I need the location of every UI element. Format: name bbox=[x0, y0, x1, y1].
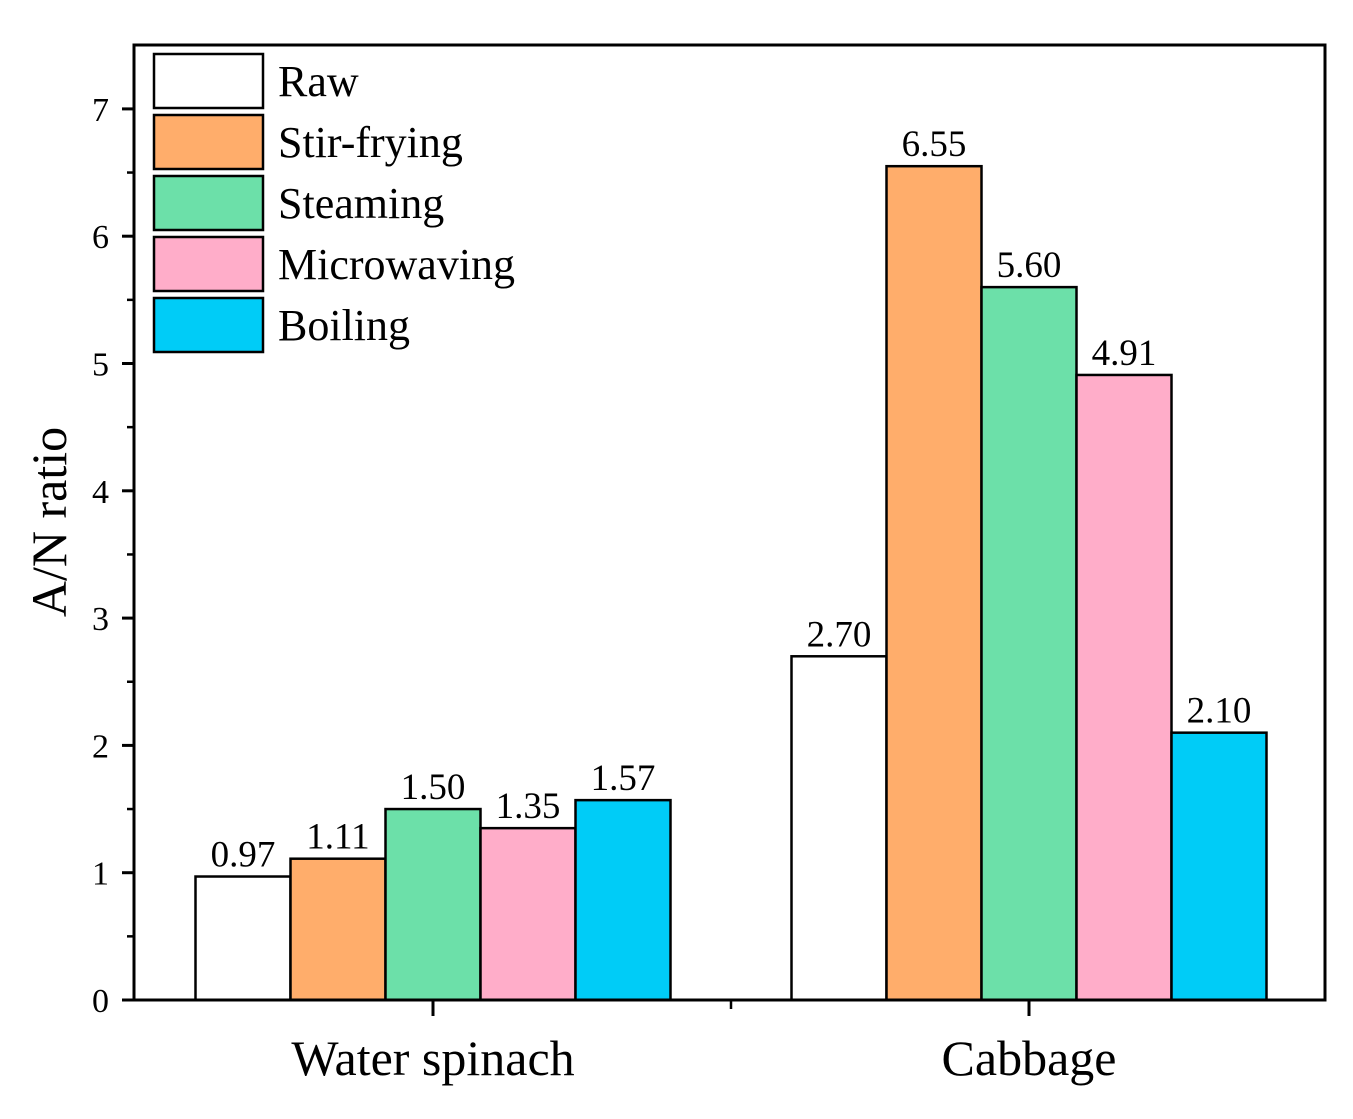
y-tick-label-4: 4 bbox=[92, 474, 109, 511]
bar-cabbage-raw bbox=[790, 655, 888, 1002]
x-tick-label-cabbage: Cabbage bbox=[942, 1030, 1117, 1086]
bar-water-spinach-steaming bbox=[384, 807, 482, 1002]
legend-label-steaming: Steaming bbox=[278, 179, 444, 228]
legend-swatch-microwaving bbox=[152, 235, 265, 293]
bar-cabbage-boiling bbox=[1170, 731, 1268, 1002]
legend-label-raw: Raw bbox=[278, 57, 359, 106]
bars-layer bbox=[194, 164, 1268, 1002]
y-tick-label-3: 3 bbox=[92, 601, 109, 638]
legend-label-boiling: Boiling bbox=[278, 301, 410, 350]
legend-label-microwaving: Microwaving bbox=[278, 240, 515, 289]
legend-swatch-raw bbox=[152, 52, 265, 110]
data-label-water-spinach-stir-frying: 1.11 bbox=[306, 817, 369, 858]
data-label-water-spinach-steaming: 1.50 bbox=[401, 767, 466, 808]
y-tick-label-6: 6 bbox=[92, 219, 109, 256]
y-tick-label-1: 1 bbox=[92, 856, 109, 893]
data-label-cabbage-microwaving: 4.91 bbox=[1092, 333, 1157, 374]
y-tick-label-0: 0 bbox=[92, 983, 109, 1020]
data-labels-layer: 0.97 2.70 1.11 6.55 1.50 5.60 1.35 4.91 1.57 2.10 bbox=[211, 124, 1252, 875]
bar-cabbage-steaming bbox=[980, 285, 1078, 1002]
bar-cabbage-microwaving bbox=[1075, 373, 1173, 1002]
data-label-cabbage-stir-frying: 6.55 bbox=[902, 124, 967, 165]
data-label-cabbage-raw: 2.70 bbox=[807, 614, 872, 655]
y-tick-label-5: 5 bbox=[92, 347, 109, 384]
bar-water-spinach-boiling bbox=[574, 798, 672, 1002]
legend-swatch-steaming bbox=[152, 174, 265, 232]
bar-water-spinach-stir-frying bbox=[289, 857, 387, 1002]
bar-water-spinach-microwaving bbox=[479, 826, 577, 1002]
data-label-cabbage-boiling: 2.10 bbox=[1187, 691, 1252, 732]
data-label-cabbage-steaming: 5.60 bbox=[997, 245, 1062, 286]
plot-frame bbox=[132, 43, 1327, 1002]
bar-cabbage-stir-frying bbox=[885, 164, 983, 1002]
x-tick-label-water-spinach: Water spinach bbox=[291, 1030, 574, 1086]
y-tick-label-2: 2 bbox=[92, 728, 109, 765]
legend: Raw Stir-frying Steaming Microwaving Boiling bbox=[152, 52, 515, 354]
legend-swatch-boiling bbox=[152, 296, 265, 354]
axes-layer: 0 1 2 3 4 5 6 7 Water spinach Cabbage A/N ratio bbox=[21, 43, 1327, 1086]
data-label-water-spinach-microwaving: 1.35 bbox=[496, 786, 561, 827]
data-label-water-spinach-raw: 0.97 bbox=[211, 835, 276, 876]
legend-swatch-stir-frying bbox=[152, 113, 265, 171]
y-tick-label-7: 7 bbox=[92, 92, 109, 129]
y-axis-title: A/N ratio bbox=[21, 427, 77, 617]
legend-label-stir-frying: Stir-frying bbox=[278, 118, 463, 167]
data-label-water-spinach-boiling: 1.57 bbox=[591, 758, 656, 799]
bar-water-spinach-raw bbox=[194, 875, 292, 1002]
